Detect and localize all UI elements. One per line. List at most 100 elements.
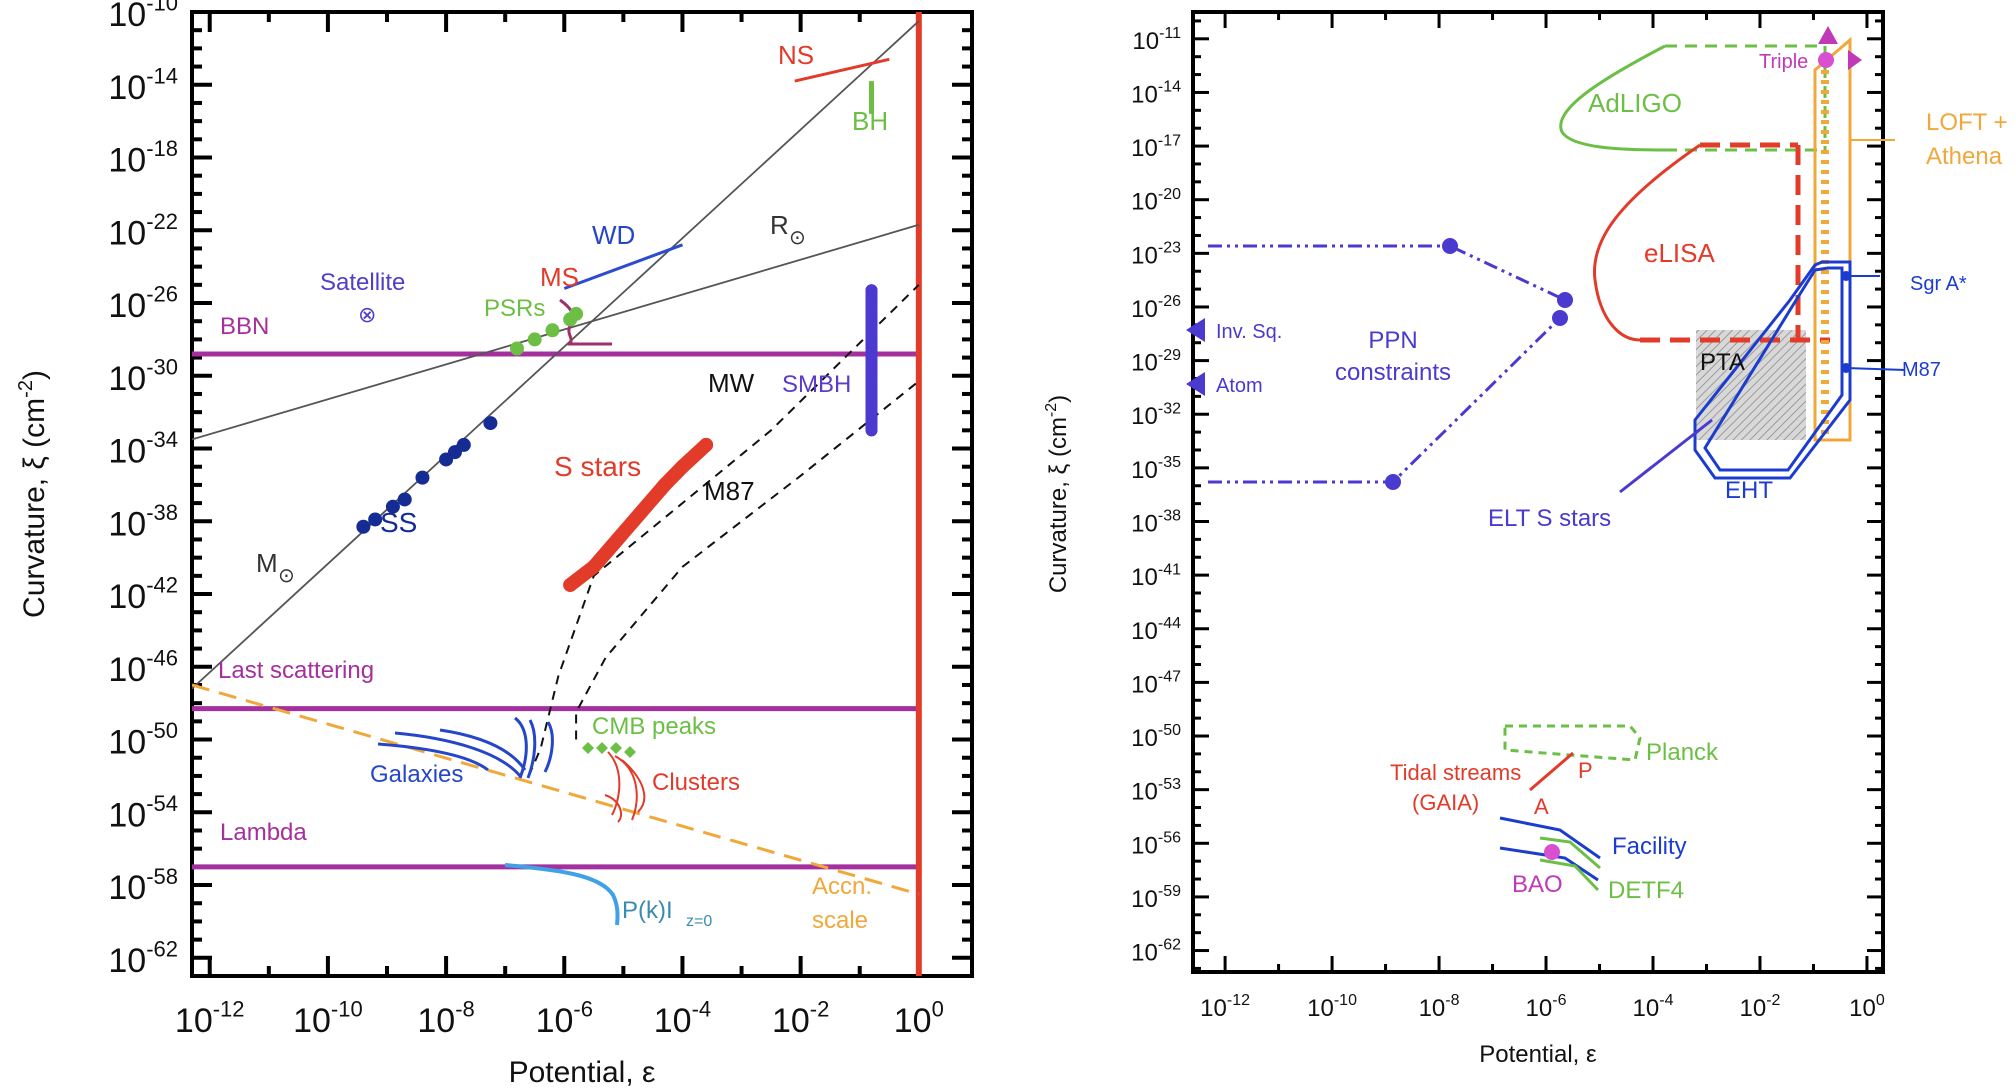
left-y-tick-label: 10-30 <box>108 354 178 397</box>
label-m-sun: M <box>256 548 278 578</box>
left-plot-frame <box>190 10 974 978</box>
point-s-stars <box>675 459 690 474</box>
left-y-title-exp: -2 <box>15 380 37 398</box>
label-bbn: BBN <box>220 313 269 340</box>
right-x-axis-title: Potential, ε <box>1479 1041 1597 1068</box>
point-smbh <box>865 406 878 419</box>
point-psrs <box>527 332 542 347</box>
point-smbh <box>865 320 878 333</box>
point-s-stars <box>634 505 649 520</box>
label-clusters: Clusters <box>652 769 740 796</box>
label-lambda: Lambda <box>220 819 307 846</box>
series-m- <box>192 20 920 690</box>
right-y-tick-labels: 10-11 10-14 10-17 10-20 10-23 10-26 10-29 10-32… <box>1131 25 1181 967</box>
label-detf4: DETF4 <box>1608 877 1684 904</box>
right-chart: 10-11 10-14 10-17 10-20 10-23 10-26 10-29 10-32… <box>1043 10 2008 1068</box>
point-smbh <box>865 360 878 373</box>
point-ss <box>385 499 400 514</box>
right-x-tick-label: 10-4 <box>1633 992 1674 1022</box>
left-y-tick-label: 10-50 <box>108 718 178 761</box>
series-wd <box>563 243 684 290</box>
right-y-tick-label: 10-47 <box>1131 669 1181 699</box>
label-psrs: PSRs <box>484 295 545 322</box>
right-x-tick-label: 10-10 <box>1307 992 1357 1022</box>
right-x-tick-label: 10-12 <box>1200 992 1250 1022</box>
left-x-tick-label: 10-10 <box>293 997 363 1040</box>
left-object-curves <box>377 298 646 926</box>
left-y-tick-labels: 10-10 10-14 10-18 10-22 10-26 10-30 10-34 10-38… <box>108 0 178 980</box>
right-y-tick-label: 10-32 <box>1131 400 1181 430</box>
point-s-stars <box>586 559 601 574</box>
left-y-tick-label: 10-62 <box>108 937 178 980</box>
label-m-sun-symbol: ⊙ <box>278 565 295 587</box>
label-ppn-2: constraints <box>1335 359 1451 386</box>
pta-region <box>1696 330 1806 440</box>
label-facility: Facility <box>1612 833 1687 860</box>
left-y-tick-label: 10-14 <box>108 63 178 106</box>
right-x-tick-labels: 10-12 10-10 10-8 10-6 10-4 10-2 100 <box>1200 992 1885 1022</box>
tidal-streams-line <box>1529 751 1574 792</box>
label-pk-sub: z=0 <box>686 913 712 930</box>
elt-leader <box>1619 418 1713 494</box>
right-arrows <box>1186 26 1906 494</box>
label-accn-2: scale <box>812 907 868 934</box>
left-y-title-close: ) <box>18 370 51 380</box>
point-triple <box>1818 52 1834 68</box>
label-smbh: SMBH <box>782 371 851 398</box>
series-m87 <box>575 380 920 740</box>
label-tidal-2: (GAIA) <box>1412 790 1479 815</box>
point-psrs <box>569 306 584 321</box>
point-ss <box>415 470 430 485</box>
left-y-tick-label: 10-58 <box>108 864 178 907</box>
loft-athena-region <box>1813 36 1852 442</box>
pk-curve <box>504 863 620 926</box>
label-sgra: Sgr A* <box>1910 273 1967 295</box>
right-axis-ticks <box>1193 12 1883 972</box>
right-y-title-exp: -2 <box>1043 403 1060 417</box>
ppn-point <box>1385 474 1401 490</box>
point-psrs <box>545 323 560 338</box>
label-triple: Triple <box>1759 51 1808 73</box>
right-y-tick-label: 10-56 <box>1131 829 1181 859</box>
triple-right-arrow-icon <box>1848 50 1862 70</box>
series-accn-scale <box>192 683 920 896</box>
left-y-tick-label: 10-38 <box>108 500 178 543</box>
point-smbh <box>865 424 878 437</box>
label-elt-s-stars: ELT S stars <box>1488 505 1611 532</box>
label-ppn-1: PPN <box>1368 327 1417 354</box>
point-ss <box>368 512 383 527</box>
right-y-tick-label: 10-20 <box>1131 186 1181 216</box>
triple-up-arrow-icon <box>1818 26 1838 44</box>
point-smbh <box>865 297 878 310</box>
label-ns: NS <box>778 40 814 70</box>
point-s-stars <box>610 532 625 547</box>
m87-leader <box>1845 367 1906 371</box>
left-x-tick-label: 10-6 <box>536 997 593 1040</box>
point-ss <box>483 416 498 431</box>
right-markers <box>1385 52 1851 860</box>
label-r-sun: R <box>770 210 789 240</box>
right-y-tick-label: 10-62 <box>1131 937 1181 967</box>
label-ss: SS <box>380 507 417 538</box>
elisa-region <box>1592 142 1830 343</box>
label-satellite: Satellite <box>320 269 405 296</box>
atom-arrow-icon <box>1186 372 1205 396</box>
label-pta: PTA <box>1700 349 1745 376</box>
label-galaxies: Galaxies <box>370 761 463 788</box>
point-smbh <box>865 397 878 410</box>
label-ms: MS <box>540 262 579 292</box>
ppn-point <box>1442 238 1458 254</box>
right-y-tick-label: 10-53 <box>1131 776 1181 806</box>
right-y-axis-title: Curvature, ξ (cm-2) <box>1043 395 1072 593</box>
label-r-sun-symbol: ⊙ <box>789 227 806 249</box>
left-y-tick-label: 10-26 <box>108 282 178 325</box>
right-x-tick-label: 10-8 <box>1419 992 1460 1022</box>
right-x-tick-label: 10-2 <box>1740 992 1781 1022</box>
label-loft-2: Athena <box>1926 143 2003 170</box>
label-tidal-p: P <box>1578 758 1593 783</box>
left-data-markers <box>356 284 878 592</box>
label-pk: P(k)I <box>622 897 673 924</box>
label-elisa: eLISA <box>1644 238 1715 268</box>
point-s-stars <box>563 577 578 592</box>
